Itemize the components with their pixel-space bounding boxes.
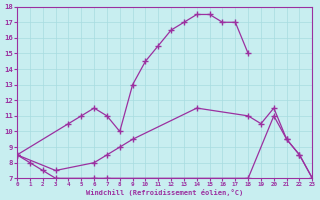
X-axis label: Windchill (Refroidissement éolien,°C): Windchill (Refroidissement éolien,°C) <box>86 189 243 196</box>
